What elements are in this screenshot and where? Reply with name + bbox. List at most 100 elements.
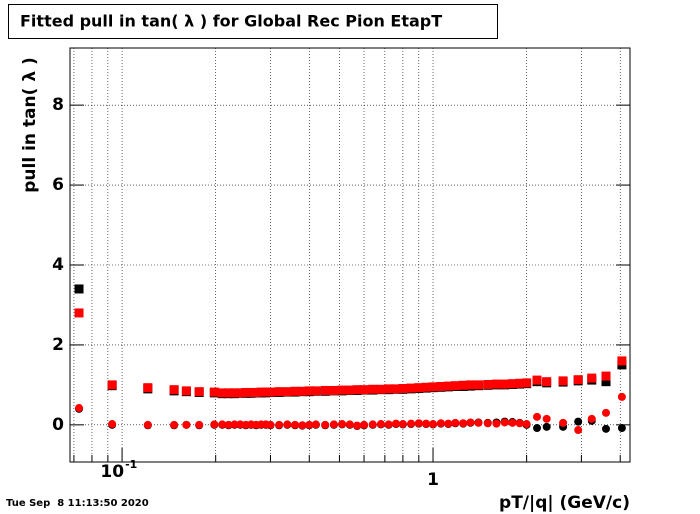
marker-square	[436, 381, 446, 391]
marker-square	[398, 383, 408, 393]
marker-square	[320, 385, 330, 395]
marker-circle	[508, 418, 517, 427]
marker-circle	[376, 420, 385, 429]
marker-circle	[436, 419, 445, 428]
marker-circle	[533, 412, 542, 421]
marker-circle	[311, 420, 320, 429]
marker-circle	[338, 420, 347, 429]
marker-circle	[451, 418, 460, 427]
y-tick-label: 8	[52, 95, 64, 115]
marker-circle	[195, 420, 204, 429]
marker-circle	[182, 420, 191, 429]
marker-circle	[210, 420, 219, 429]
marker-square	[107, 380, 117, 390]
marker-square	[311, 386, 321, 396]
marker-square	[345, 385, 355, 395]
marker-square	[217, 388, 227, 398]
marker-circle	[283, 420, 292, 429]
marker-circle	[143, 420, 152, 429]
marker-square	[241, 387, 251, 397]
marker-circle	[422, 419, 431, 428]
marker-circle	[617, 424, 626, 433]
y-tick-label: 2	[52, 335, 64, 355]
marker-circle	[170, 420, 179, 429]
marker-square	[74, 284, 84, 294]
marker-circle	[266, 420, 275, 429]
marker-square	[601, 371, 611, 381]
marker-circle	[587, 414, 596, 423]
marker-square	[483, 379, 493, 389]
marker-square	[450, 381, 460, 391]
marker-square	[443, 381, 453, 391]
marker-square	[466, 380, 476, 390]
marker-square	[304, 386, 314, 396]
marker-circle	[407, 419, 416, 428]
marker-square	[542, 377, 552, 387]
marker-circle	[230, 420, 239, 429]
marker-square	[359, 385, 369, 395]
marker-circle	[602, 408, 611, 417]
marker-circle	[305, 420, 314, 429]
marker-circle	[353, 421, 362, 430]
marker-circle	[345, 420, 354, 429]
marker-square	[522, 378, 532, 388]
marker-square	[261, 387, 271, 397]
marker-circle	[75, 404, 84, 413]
marker-square	[256, 387, 266, 397]
marker-square	[558, 376, 568, 386]
plot-frame	[69, 47, 631, 463]
marker-circle	[533, 424, 542, 433]
marker-circle	[500, 418, 509, 427]
marker-square	[376, 384, 386, 394]
marker-square	[265, 387, 275, 397]
marker-square	[235, 388, 245, 398]
marker-circle	[275, 420, 284, 429]
marker-circle	[218, 420, 227, 429]
marker-square	[384, 384, 394, 394]
marker-circle	[474, 418, 483, 427]
marker-circle	[384, 420, 393, 429]
marker-square	[421, 382, 431, 392]
marker-square	[230, 388, 240, 398]
marker-circle	[291, 420, 300, 429]
marker-circle	[602, 424, 611, 433]
marker-square	[532, 375, 542, 385]
marker-circle	[466, 418, 475, 427]
marker-square	[143, 383, 153, 393]
marker-square	[601, 377, 611, 387]
marker-square	[352, 385, 362, 395]
marker-circle	[617, 392, 626, 401]
marker-circle	[391, 419, 400, 428]
marker-square	[428, 382, 438, 392]
marker-circle	[559, 418, 568, 427]
marker-square	[251, 387, 261, 397]
marker-square	[224, 388, 234, 398]
marker-square	[74, 308, 84, 318]
marker-square	[458, 380, 468, 390]
marker-circle	[444, 419, 453, 428]
marker-circle	[108, 420, 117, 429]
marker-square	[297, 386, 307, 396]
marker-circle	[368, 420, 377, 429]
marker-square	[573, 375, 583, 385]
marker-square	[515, 378, 525, 388]
x-tick-label: 10	[100, 462, 124, 482]
x-axis-label: pT/|q| (GeV/c)	[499, 493, 630, 513]
marker-circle	[574, 426, 583, 435]
y-tick-label: 4	[52, 255, 64, 275]
marker-square	[290, 386, 300, 396]
marker-square	[500, 379, 510, 389]
marker-square	[491, 379, 501, 389]
marker-circle	[515, 419, 524, 428]
chart-title: Fitted pull in tan( λ ) for Global Rec P…	[20, 12, 442, 31]
marker-square	[414, 383, 424, 393]
marker-square	[274, 387, 284, 397]
marker-square	[617, 356, 627, 366]
marker-circle	[414, 419, 423, 428]
marker-circle	[483, 419, 492, 428]
marker-square	[246, 387, 256, 397]
y-axis-label: pull in tan( λ )	[20, 57, 40, 193]
marker-circle	[398, 420, 407, 429]
marker-square	[282, 387, 292, 397]
